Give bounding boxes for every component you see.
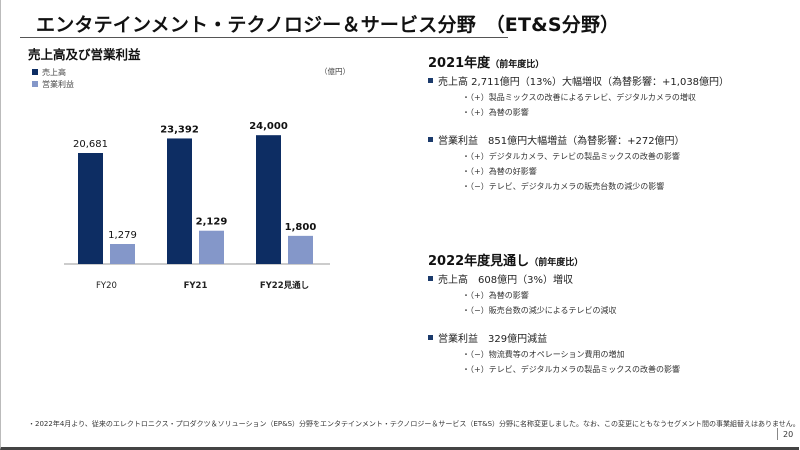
bar-chart: 20,681 1,279 FY20 23,392 2,129 FY21 24,000 1,80… (64, 121, 330, 291)
bullet-text: 売上高 2,711億円（13%）大幅増収（為替影響：+1,038億円） (438, 77, 730, 88)
bullet-square-icon (428, 335, 433, 340)
sub-item: ・（+）テレビ、デジタルカメラの製品ミックスの改善の影響 (462, 365, 681, 374)
title-underline (20, 37, 508, 38)
page-title: エンタテインメント・テクノロジー＆サービス分野 （ET&S分野） (36, 14, 620, 36)
sub-item: ・（+）為替の影響 (462, 108, 529, 117)
sub-item: ・（−）販売台数の減少によるテレビの減収 (462, 306, 617, 315)
legend-item-op-income: 営業利益 (32, 78, 74, 90)
section-title-note: （前年度比） (490, 60, 545, 70)
data-label: 23,392 (160, 124, 199, 135)
legend-label-sales: 売上高 (42, 67, 66, 77)
sub-item: ・（−）物流費等のオペレーション費用の増加 (462, 350, 625, 359)
sub-item: ・（+）デジタルカメラ、テレビの製品ミックスの改善の影響 (462, 152, 680, 161)
section-title-text: 2022年度見通し (428, 254, 530, 269)
page-number: 20 (783, 430, 794, 439)
footnote: ・2022年4月より、従来のエレクトロニクス・プロダクツ＆ソリューション（EP&… (28, 420, 800, 428)
bar-sales-FY21 (167, 138, 192, 264)
bar-op-income-FY22見通し (288, 235, 313, 264)
legend-label-op-income: 営業利益 (42, 79, 74, 89)
bullet-text: 売上高 608億円（3%）増収 (438, 275, 573, 286)
sub-item: ・（−）テレビ、デジタルカメラの販売台数の減少の影響 (462, 182, 665, 191)
legend-swatch-op-income (32, 81, 38, 87)
chart-title: 売上高及び営業利益 (28, 47, 141, 62)
data-label: 2,129 (196, 217, 228, 228)
bullet-item: 売上高 608億円（3%）増収 (428, 271, 680, 286)
section-title: 2022年度見通し（前年度比） (428, 250, 680, 269)
bullet-square-icon (428, 276, 433, 281)
data-label: 1,279 (108, 230, 137, 241)
section-2021: 2021年度（前年度比） 売上高 2,711億円（13%）大幅増収（為替影響：+… (428, 52, 729, 192)
section-title-note: （前年度比） (529, 258, 584, 268)
bullet-text: 営業利益 329億円減益 (438, 334, 548, 345)
sub-item: ・（+）製品ミックスの改善によるテレビ、デジタルカメラの増収 (462, 93, 696, 102)
legend-item-sales: 売上高 (32, 66, 74, 78)
chart-legend: 売上高 営業利益 (32, 66, 74, 90)
bar-op-income-FY21 (199, 230, 224, 264)
section-title: 2021年度（前年度比） (428, 52, 729, 71)
bullet-item: 営業利益 851億円大幅増益（為替影響：+272億円） (428, 132, 729, 147)
page-number-divider (777, 428, 778, 440)
bar-sales-FY22見通し (256, 135, 281, 264)
bullet-text: 営業利益 851億円大幅増益（為替影響：+272億円） (438, 136, 685, 147)
bullet-square-icon (428, 137, 433, 142)
sub-item: ・（+）為替の好影響 (462, 167, 537, 176)
bullet-square-icon (428, 78, 433, 83)
bullet-item: 売上高 2,711億円（13%）大幅増収（為替影響：+1,038億円） (428, 73, 729, 88)
x-tick-label: FY22見通し (260, 280, 309, 291)
data-label: 1,800 (285, 222, 317, 233)
section-2022: 2022年度見通し（前年度比） 売上高 608億円（3%）増収 ・（+）為替の影… (428, 250, 680, 375)
section-title-text: 2021年度 (428, 56, 491, 71)
sub-item: ・（+）為替の影響 (462, 291, 529, 300)
bar-op-income-FY20 (110, 244, 135, 264)
x-tick-label: FY21 (184, 281, 208, 291)
chart-unit-label: （億円） (320, 67, 350, 76)
bullet-item: 営業利益 329億円減益 (428, 330, 680, 345)
x-tick-label: FY20 (96, 281, 117, 291)
data-label: 20,681 (73, 139, 108, 150)
data-label: 24,000 (249, 121, 288, 132)
legend-swatch-sales (32, 69, 38, 75)
bar-sales-FY20 (78, 153, 103, 264)
